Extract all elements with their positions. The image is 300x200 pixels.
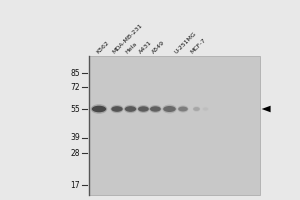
Ellipse shape [110,105,124,113]
Ellipse shape [178,105,188,113]
Ellipse shape [202,107,208,111]
Ellipse shape [150,106,161,112]
Text: U-251MG: U-251MG [173,31,197,55]
Polygon shape [262,106,271,112]
Text: 39: 39 [70,134,80,142]
Text: MCF-7: MCF-7 [190,38,207,55]
Ellipse shape [125,106,136,112]
Ellipse shape [138,106,149,112]
Ellipse shape [92,106,106,112]
Text: 72: 72 [70,83,80,92]
Ellipse shape [193,107,200,111]
Text: Hela: Hela [125,41,139,55]
Ellipse shape [111,106,123,112]
Ellipse shape [137,105,150,113]
Text: 55: 55 [70,104,80,114]
Ellipse shape [193,106,200,112]
Text: MDA-MB-231: MDA-MB-231 [112,23,144,55]
Ellipse shape [149,105,162,113]
Text: 17: 17 [70,180,80,190]
Ellipse shape [203,107,208,111]
Ellipse shape [91,104,107,114]
Text: K562: K562 [95,40,110,55]
Text: A431: A431 [138,40,153,55]
Ellipse shape [178,107,188,111]
Text: 28: 28 [70,148,80,158]
Bar [88,56,260,195]
Ellipse shape [124,105,137,113]
Text: A549: A549 [151,40,166,55]
Ellipse shape [163,106,176,112]
Text: 85: 85 [70,68,80,77]
Ellipse shape [162,105,177,113]
